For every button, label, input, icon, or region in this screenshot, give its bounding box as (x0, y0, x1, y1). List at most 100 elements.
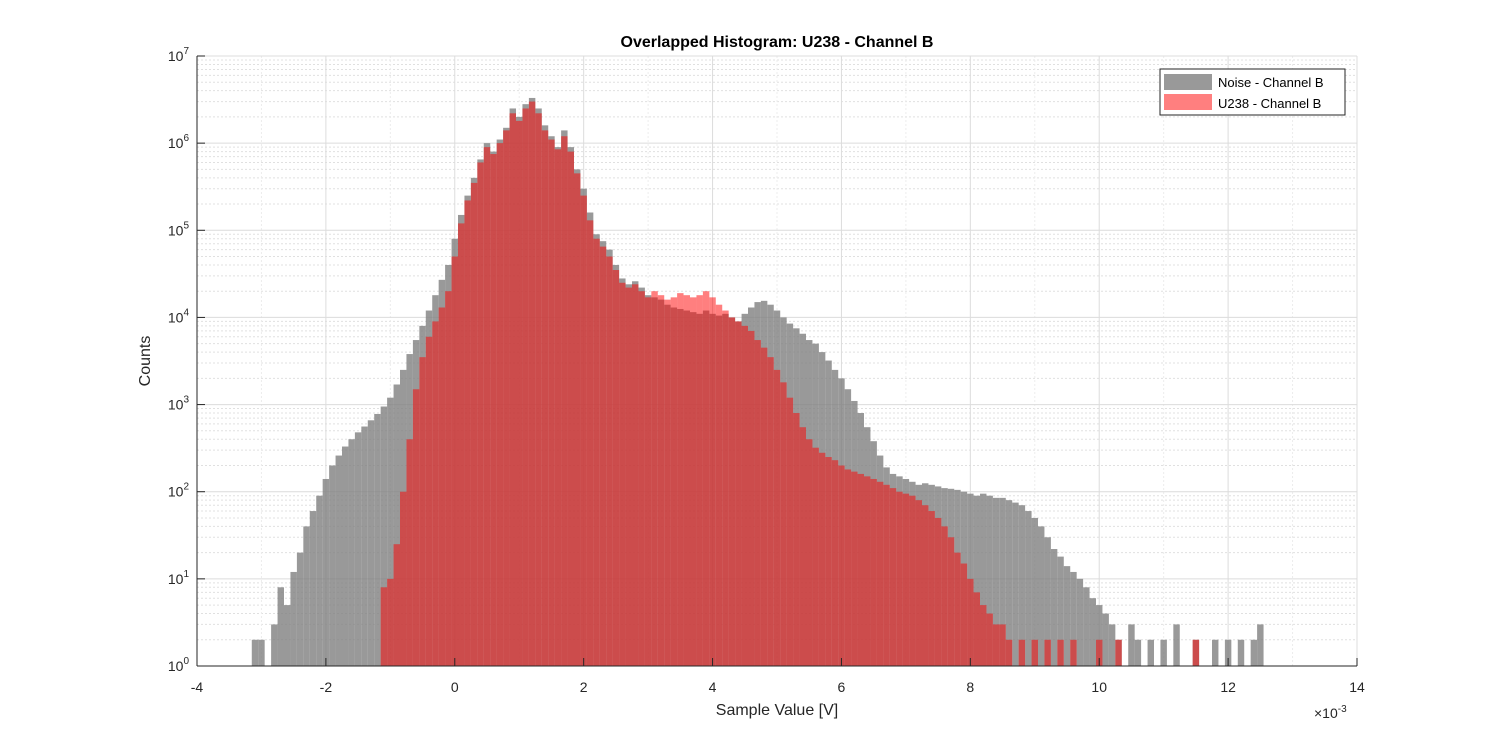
u238-bar (818, 452, 826, 666)
u238-bar (986, 613, 993, 666)
u238-bar (812, 447, 819, 666)
u238-bar (922, 505, 929, 666)
u238-bar (696, 295, 703, 666)
u238-bar (522, 108, 529, 667)
noise-bar (1212, 639, 1219, 666)
u238-bar (516, 120, 523, 666)
x-tick-label: -2 (320, 679, 333, 695)
u238-bar (625, 287, 632, 666)
noise-bar (1128, 624, 1135, 666)
noise-bar (973, 495, 980, 666)
u238-bar (741, 325, 748, 666)
noise-bar (1031, 517, 1038, 666)
u238-bar (548, 139, 555, 667)
u238-bar (1031, 639, 1038, 666)
u238-bar (535, 113, 542, 667)
u238-bar (896, 491, 903, 666)
noise-bar (992, 497, 1000, 666)
noise-bar (1018, 505, 1026, 666)
u238-bar (748, 330, 755, 666)
legend-label-noise: Noise - Channel B (1218, 75, 1324, 90)
x-tick-label: 14 (1349, 679, 1365, 695)
x-tick-label: 2 (580, 679, 588, 695)
y-axis-ticks: 100 101 102 103 104 105 106 107 (168, 46, 205, 674)
u238-bar (934, 517, 942, 666)
u238-bar (638, 291, 645, 666)
u238-bar (702, 291, 710, 666)
u238-bar (580, 195, 587, 666)
noise-bar (999, 497, 1006, 666)
noise-bar (1038, 526, 1045, 666)
noise-bar (251, 639, 259, 666)
u238-bar (464, 200, 471, 666)
u238-bar (1192, 639, 1200, 666)
noise-bar (316, 495, 323, 666)
noise-bar (1012, 502, 1019, 666)
noise-bar (258, 639, 265, 666)
u238-bar (844, 469, 852, 666)
u238-bar (928, 511, 935, 666)
u238-bar (709, 297, 716, 666)
u238-bar (980, 605, 987, 666)
y-tick-label: 105 (168, 220, 190, 238)
u238-bar (825, 457, 832, 666)
u238-bar (786, 397, 794, 666)
u238-bar (735, 321, 742, 666)
u238-bar (445, 291, 452, 666)
noise-bar (374, 413, 381, 666)
u238-bar (690, 297, 697, 666)
u238-bar (992, 624, 1000, 666)
noise-bar (1250, 639, 1258, 666)
u238-bar (1018, 639, 1026, 666)
noise-bar (322, 478, 330, 666)
u238-bar (438, 307, 446, 666)
y-axis-title: Counts (137, 336, 154, 387)
u238-bar (806, 439, 813, 666)
u238-bar (593, 238, 600, 667)
u238-bar (909, 495, 916, 666)
u238-bar (889, 488, 897, 666)
u238-bar (728, 317, 736, 666)
x-axis-multiplier-base: ×10 (1314, 705, 1338, 721)
u238-bar (1005, 639, 1013, 666)
u238-bar (412, 389, 420, 666)
u238-bar (419, 357, 426, 666)
u238-bar (451, 256, 458, 666)
noise-bar (1257, 624, 1264, 666)
u238-bar (387, 578, 394, 666)
noise-bar (1070, 571, 1077, 666)
u238-bar (715, 304, 723, 666)
y-tick-label: 104 (168, 307, 190, 325)
noise-bar (980, 493, 987, 666)
u238-bar (831, 460, 839, 666)
u238-bar (1115, 639, 1122, 666)
noise-bar (284, 605, 291, 666)
y-tick-label: 103 (168, 395, 190, 413)
noise-bar (1076, 578, 1084, 666)
u238-bar (767, 357, 774, 666)
u238-bar (902, 493, 910, 666)
u238-bar (619, 282, 626, 666)
noise-bar (1173, 624, 1180, 666)
noise-bar (290, 571, 297, 666)
u238-bar (470, 182, 478, 666)
noise-bar (354, 432, 362, 666)
u238-bar (503, 130, 510, 667)
x-tick-label: 6 (838, 679, 846, 695)
u238-bar (883, 484, 890, 666)
u238-bar (561, 136, 568, 666)
u238-bar (612, 270, 620, 666)
u238-bar (406, 439, 413, 666)
y-tick-label: 107 (168, 46, 190, 64)
u238-bar (851, 471, 858, 666)
legend-swatch-u238 (1164, 94, 1212, 110)
noise-bar (1050, 549, 1058, 666)
y-tick-label: 102 (168, 482, 190, 500)
noise-bar (1096, 605, 1103, 666)
noise-bar (1160, 639, 1167, 666)
u238-bar (999, 624, 1006, 666)
u238-bar (1070, 639, 1077, 666)
noise-bar (329, 465, 336, 666)
